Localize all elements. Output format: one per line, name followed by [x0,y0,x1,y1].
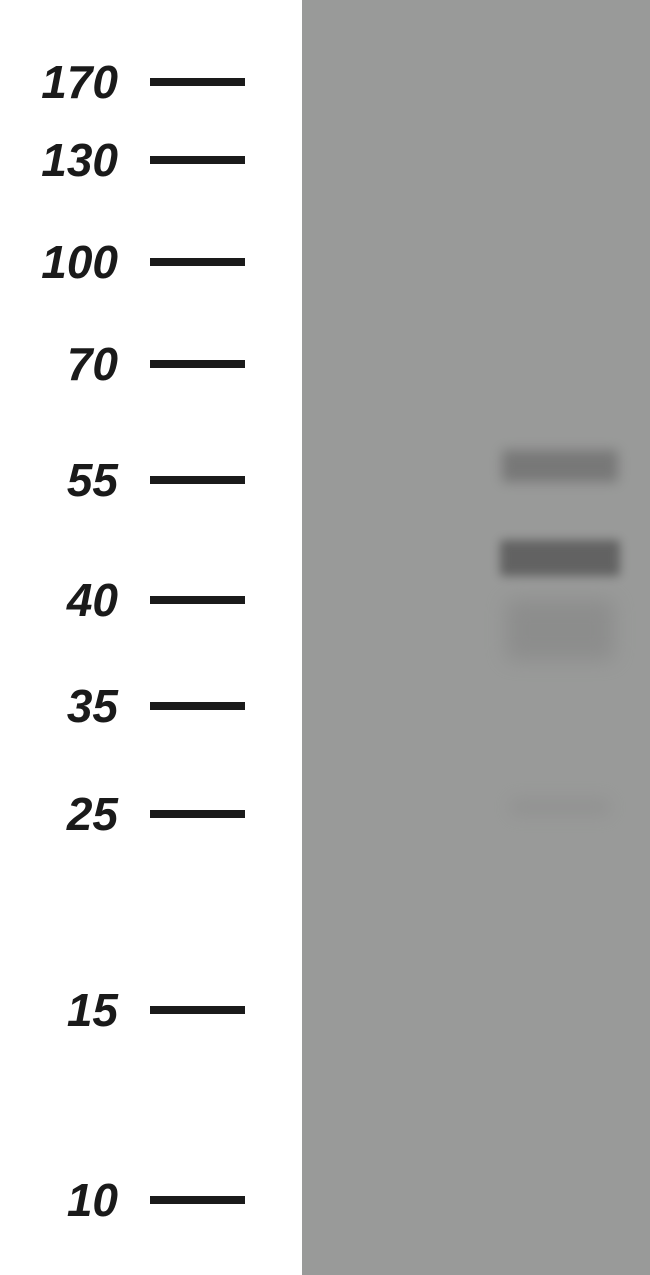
molecular-weight-label: 35 [18,679,118,733]
molecular-weight-label: 100 [18,235,118,289]
molecular-weight-label: 40 [18,573,118,627]
molecular-weight-tick [150,360,245,368]
molecular-weight-tick [150,810,245,818]
molecular-weight-label: 10 [18,1173,118,1227]
protein-band [502,450,618,482]
protein-band [506,600,614,660]
molecular-weight-tick [150,1006,245,1014]
molecular-weight-tick [150,156,245,164]
molecular-weight-label: 70 [18,337,118,391]
western-blot-figure: 170 130 100 70 55 40 35 25 15 10 [0,0,650,1275]
molecular-weight-tick [150,596,245,604]
molecular-weight-tick [150,702,245,710]
molecular-weight-label: 170 [18,55,118,109]
molecular-weight-label: 130 [18,133,118,187]
molecular-weight-label: 25 [18,787,118,841]
molecular-weight-tick [150,476,245,484]
molecular-weight-tick [150,1196,245,1204]
molecular-weight-tick [150,258,245,266]
protein-band [510,798,610,816]
molecular-weight-tick [150,78,245,86]
protein-band [500,540,620,576]
molecular-weight-label: 55 [18,453,118,507]
molecular-weight-label: 15 [18,983,118,1037]
